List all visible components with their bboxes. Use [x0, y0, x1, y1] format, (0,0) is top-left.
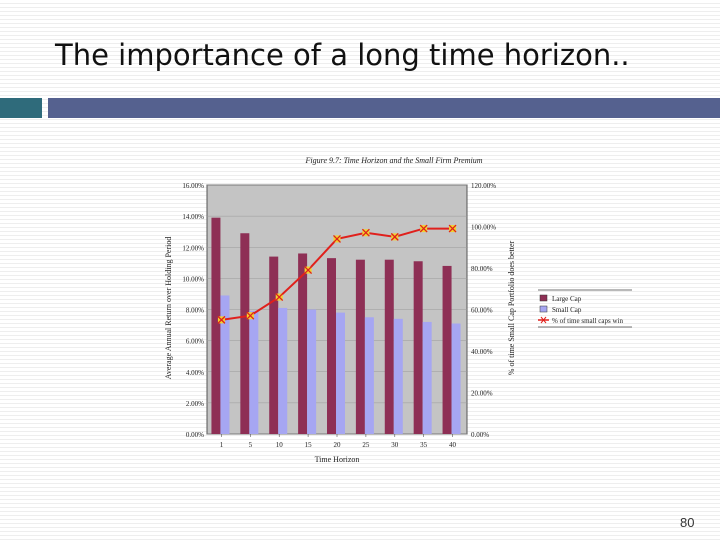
y2-axis-tick-labels: 0.00% 20.00% 40.00% 60.00% 80.00% 100.00% 120.…	[471, 182, 496, 439]
win-rate-marker	[217, 315, 226, 324]
y-tick-label: 8.00%	[186, 307, 204, 315]
y-tick-label: 14.00%	[182, 213, 204, 221]
win-rate-marker	[419, 224, 428, 233]
marker-cross	[246, 311, 255, 320]
y-tick-label: 16.00%	[182, 182, 204, 190]
x-tick-label: 30	[391, 441, 399, 449]
win-rate-marker	[246, 311, 255, 320]
x-tick-label: 1	[220, 441, 224, 449]
marker-cross	[333, 234, 341, 243]
legend-entry: Small Cap	[552, 306, 582, 314]
win-rate-marker	[390, 232, 399, 241]
y-tick-label: 0.00%	[186, 431, 204, 439]
x-axis-tick-labels: 1 5 10 15 20 25 30 35 40	[220, 434, 457, 449]
small-cap-bar	[307, 309, 317, 434]
legend-marker-swatch	[540, 316, 547, 324]
small-cap-bar	[249, 311, 259, 434]
win-rate-marker	[333, 234, 341, 243]
x-tick-label: 10	[276, 441, 284, 449]
y-tick-label: 10.00%	[182, 275, 204, 283]
bar-series	[211, 217, 461, 434]
marker-cross	[275, 293, 284, 302]
marker-cross	[419, 224, 428, 233]
legend-entry: % of time small caps win	[552, 317, 623, 325]
small-cap-bar	[451, 323, 461, 434]
legend-swatch	[539, 294, 548, 302]
large-cap-bar	[240, 233, 250, 434]
large-cap-bar	[327, 258, 336, 434]
small-cap-bar	[220, 295, 230, 434]
win-rate-marker	[304, 266, 313, 275]
y-axis-tick-labels: 0.00% 2.00% 4.00% 6.00% 8.00% 10.00% 12.00% 14.…	[182, 182, 204, 439]
win-rate-marker	[448, 224, 457, 233]
x-tick-label: 40	[449, 441, 457, 449]
x-tick-label: 35	[420, 441, 428, 449]
marker-cross	[448, 224, 457, 233]
large-cap-bar	[384, 259, 394, 434]
x-tick-label: 20	[334, 441, 342, 449]
x-axis-label: Time Horizon	[315, 455, 360, 464]
marker-cross	[390, 232, 399, 241]
y2-tick-label: 60.00%	[471, 307, 493, 315]
x-tick-label: 15	[305, 441, 313, 449]
small-cap-bar	[336, 312, 345, 434]
large-cap-bar	[298, 253, 308, 434]
y2-tick-label: 40.00%	[471, 348, 493, 356]
win-rate-marker	[361, 228, 370, 237]
marker-cross	[304, 266, 313, 275]
marker-cross	[217, 315, 226, 324]
x-tick-label: 5	[249, 441, 253, 449]
large-cap-bar	[442, 265, 452, 434]
marker-cross	[361, 228, 370, 237]
y2-axis-label: % of time Small Cap Portfolio does bette…	[507, 240, 516, 375]
y-tick-label: 2.00%	[186, 400, 204, 408]
large-cap-bar	[269, 256, 279, 434]
y2-tick-label: 80.00%	[471, 265, 493, 273]
small-cap-bar	[422, 321, 432, 434]
large-cap-bar	[355, 259, 365, 434]
small-cap-bar	[364, 317, 374, 434]
small-cap-bar	[393, 318, 403, 434]
page-number: 80	[680, 515, 695, 530]
slide-title: The importance of a long time horizon..	[55, 38, 630, 72]
large-cap-bar	[413, 261, 423, 434]
legend: Large Cap Small Cap % of time small caps w…	[538, 289, 632, 328]
title-accent-bar	[48, 98, 720, 118]
line-series	[217, 224, 457, 324]
y-tick-label: 4.00%	[186, 369, 204, 377]
small-cap-bar	[278, 307, 288, 434]
x-tick-label: 25	[362, 441, 370, 449]
y2-tick-label: 20.00%	[471, 390, 493, 398]
legend-entry: Large Cap	[552, 295, 582, 303]
y2-tick-label: 120.00%	[471, 182, 496, 190]
large-cap-bar	[211, 217, 221, 434]
chart-title: Figure 9.7: Time Horizon and the Small F…	[305, 156, 483, 165]
y-tick-label: 12.00%	[182, 244, 204, 252]
y2-tick-label: 0.00%	[471, 431, 489, 439]
y-tick-label: 6.00%	[186, 338, 204, 346]
title-accent-bar-left	[0, 98, 42, 118]
y2-tick-label: 100.00%	[471, 224, 496, 232]
y-axis-label: Average Annual Return over Holding Perio…	[164, 237, 173, 380]
win-rate-marker	[275, 293, 284, 302]
legend-swatch	[539, 305, 548, 313]
